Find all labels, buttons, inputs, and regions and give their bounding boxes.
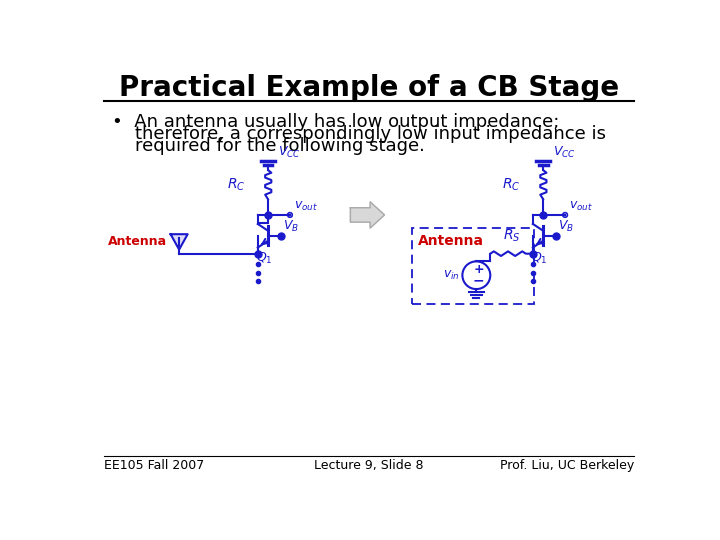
Text: required for the following stage.: required for the following stage.: [112, 137, 425, 155]
Polygon shape: [171, 234, 188, 249]
Text: Practical Example of a CB Stage: Practical Example of a CB Stage: [119, 74, 619, 102]
Polygon shape: [351, 202, 384, 228]
Text: $R_S$: $R_S$: [503, 228, 521, 245]
Text: •  An antenna usually has low output impedance;: • An antenna usually has low output impe…: [112, 112, 559, 131]
Text: $R_C$: $R_C$: [502, 177, 520, 193]
Text: Prof. Liu, UC Berkeley: Prof. Liu, UC Berkeley: [500, 458, 634, 472]
Text: Antenna: Antenna: [418, 234, 484, 248]
Text: −: −: [473, 274, 485, 288]
Text: $R_C$: $R_C$: [227, 177, 245, 193]
Bar: [412, 228, 534, 303]
Text: $Q_1$: $Q_1$: [256, 251, 272, 266]
Text: $v_{out}$: $v_{out}$: [294, 200, 318, 213]
Text: $V_{CC}$: $V_{CC}$: [553, 145, 575, 160]
Text: $v_{out}$: $v_{out}$: [569, 200, 593, 213]
Text: $v_{in}$: $v_{in}$: [443, 269, 459, 282]
Text: $V_{CC}$: $V_{CC}$: [277, 145, 300, 160]
Text: $Q_1$: $Q_1$: [531, 251, 547, 266]
Text: EE105 Fall 2007: EE105 Fall 2007: [104, 458, 204, 472]
Text: $V_B$: $V_B$: [283, 219, 299, 234]
Text: $V_B$: $V_B$: [558, 219, 575, 234]
Text: therefore, a correspondingly low input impedance is: therefore, a correspondingly low input i…: [112, 125, 606, 143]
Text: +: +: [473, 264, 484, 276]
Text: Lecture 9, Slide 8: Lecture 9, Slide 8: [314, 458, 424, 472]
Text: Antenna: Antenna: [107, 235, 167, 248]
